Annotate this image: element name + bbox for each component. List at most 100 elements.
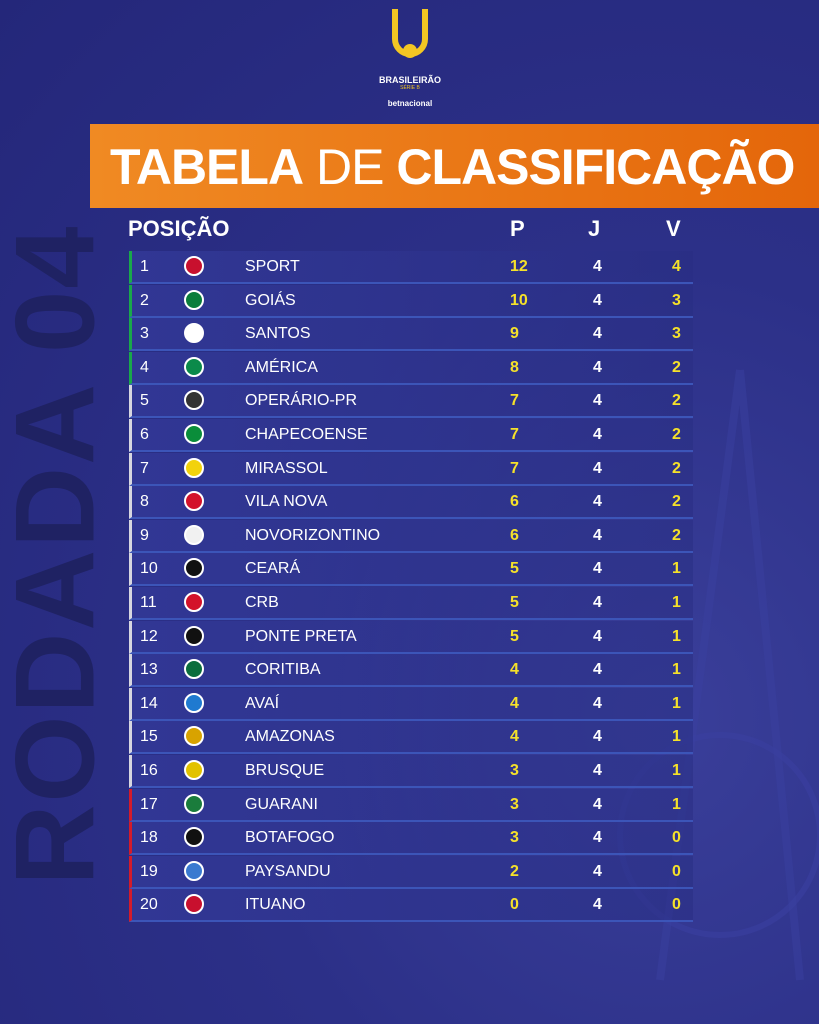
points: 7 <box>510 426 519 443</box>
team-name: OPERÁRIO-PR <box>245 392 358 410</box>
wins: 0 <box>672 829 681 847</box>
wins: 3 <box>672 291 681 309</box>
team-name: VILA NOVA <box>245 493 328 511</box>
table-row: 5 OPERÁRIO-PR 7 4 2 <box>129 385 693 419</box>
points: 6 <box>510 526 519 544</box>
round-label: RODADA 04 <box>0 224 118 886</box>
games: 4 <box>593 594 602 611</box>
team-name: CRB <box>245 594 279 611</box>
points: 3 <box>510 762 519 779</box>
logo-name: BRASILEIRÃO <box>378 75 441 85</box>
team-badge <box>184 524 204 545</box>
position: 17 <box>140 795 158 813</box>
header-wins: V <box>666 216 681 241</box>
points: 0 <box>510 896 519 914</box>
points: 3 <box>510 829 519 847</box>
team-badge <box>184 659 204 680</box>
table-row: 13 CORITIBA 4 4 1 <box>129 654 693 688</box>
games: 4 <box>593 896 602 914</box>
team-name: MIRASSOL <box>245 459 328 477</box>
wins: 1 <box>672 694 681 712</box>
table-row: 19 PAYSANDU 2 4 0 <box>129 855 693 889</box>
position: 18 <box>140 829 158 847</box>
position: 13 <box>140 661 158 679</box>
position: 6 <box>140 426 149 443</box>
team-name: NOVORIZONTINO <box>245 526 381 544</box>
header-position: POSIÇÃO <box>128 216 230 241</box>
games: 4 <box>593 325 602 343</box>
table-row: 20 ITUANO 0 4 0 <box>129 889 693 923</box>
wins: 4 <box>672 258 681 275</box>
wins: 2 <box>672 426 681 443</box>
games: 4 <box>593 358 602 376</box>
title-part: TABELA <box>110 139 304 195</box>
team-badge <box>184 457 204 478</box>
team-name: AVAÍ <box>245 694 280 712</box>
position: 10 <box>140 560 158 578</box>
games: 4 <box>593 258 602 275</box>
team-name: CEARÁ <box>245 560 301 578</box>
team-badge <box>184 894 204 915</box>
wins: 2 <box>672 358 681 376</box>
games: 4 <box>593 862 602 880</box>
wins: 0 <box>672 862 681 880</box>
team-name: GOIÁS <box>245 291 296 309</box>
logo: BRASILEIRÃO SÉRIE B betnacional <box>360 5 460 110</box>
position: 5 <box>140 392 149 410</box>
header-games: J <box>588 216 601 241</box>
title-banner: TABELA DE CLASSIFICAÇÃO <box>90 124 819 208</box>
games: 4 <box>593 762 602 779</box>
games: 4 <box>593 493 602 511</box>
games: 4 <box>593 829 602 847</box>
table-row: 18 BOTAFOGO 3 4 0 <box>129 822 693 856</box>
team-name: CORITIBA <box>245 661 321 679</box>
team-badge <box>184 356 204 377</box>
wins: 1 <box>672 728 681 746</box>
team-name: PAYSANDU <box>245 862 331 880</box>
team-name: AMAZONAS <box>245 728 335 746</box>
title: TABELA DE CLASSIFICAÇÃO <box>110 138 795 196</box>
team-badge <box>184 424 204 444</box>
wins: 0 <box>672 896 681 914</box>
table-row: 15 AMAZONAS 4 4 1 <box>129 721 693 755</box>
team-badge <box>184 558 204 579</box>
table-row: 16 BRUSQUE 3 4 1 <box>129 755 693 788</box>
team-badge <box>184 827 204 848</box>
team-name: GUARANI <box>245 795 318 813</box>
table-row: 12 PONTE PRETA 5 4 1 <box>129 620 693 654</box>
wins: 1 <box>672 594 681 611</box>
logo-icon <box>392 9 428 58</box>
position: 9 <box>140 526 149 544</box>
position: 19 <box>140 862 158 880</box>
wins: 1 <box>672 762 681 779</box>
table-row: 8 VILA NOVA 6 4 2 <box>129 486 693 520</box>
points: 12 <box>510 258 528 275</box>
position: 8 <box>140 493 149 511</box>
games: 4 <box>593 627 602 645</box>
points: 5 <box>510 560 519 578</box>
team-name: BRUSQUE <box>245 762 325 779</box>
wins: 1 <box>672 560 681 578</box>
table-row: 7 MIRASSOL 7 4 2 <box>129 452 693 486</box>
wins: 2 <box>672 459 681 477</box>
team-badge <box>184 625 204 646</box>
table-row: 3 SANTOS 9 4 3 <box>129 318 693 352</box>
table-row: 14 AVAÍ 4 4 1 <box>129 687 693 721</box>
position: 2 <box>140 291 149 309</box>
table-row: 4 AMÉRICA 8 4 2 <box>129 351 693 385</box>
team-badge <box>184 860 204 881</box>
points: 2 <box>510 862 519 880</box>
games: 4 <box>593 426 602 443</box>
position: 3 <box>140 325 149 343</box>
wins: 3 <box>672 325 681 343</box>
team-name: SPORT <box>245 258 300 275</box>
games: 4 <box>593 526 602 544</box>
team-badge <box>184 793 204 814</box>
position: 15 <box>140 728 158 746</box>
wins: 2 <box>672 526 681 544</box>
team-badge <box>184 390 204 411</box>
points: 4 <box>510 694 519 712</box>
points: 9 <box>510 325 519 343</box>
position: 16 <box>140 762 158 779</box>
